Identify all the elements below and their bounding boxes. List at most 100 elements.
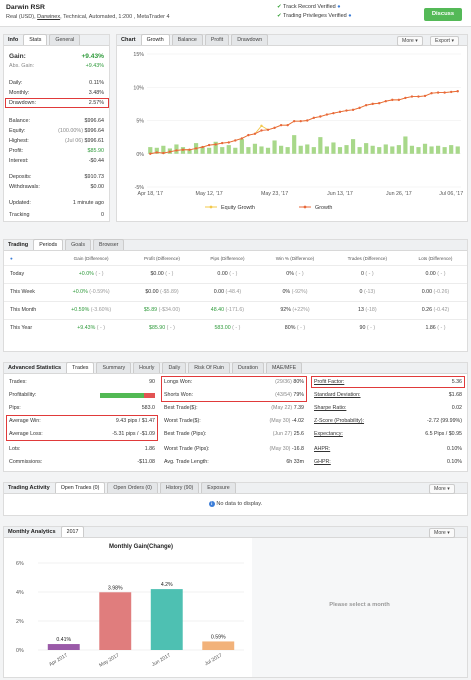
tab-goals[interactable]: Goals: [65, 239, 92, 250]
cell-difference: (-$34.00): [157, 307, 181, 313]
volume-bar: [213, 141, 218, 154]
cell-difference: ( - ): [363, 271, 374, 277]
cell-value: 0.26: [421, 307, 433, 313]
cell-difference: (+22%): [290, 307, 310, 313]
info-panel: Info Stats General Gain: +9.43% Abs. Gain…: [3, 34, 110, 222]
period-label: This Year: [4, 318, 54, 337]
volume-bar: [449, 145, 454, 154]
cell-value: 0.00: [425, 271, 436, 277]
tab-growth[interactable]: Growth: [140, 34, 170, 45]
tab-general[interactable]: General: [49, 34, 81, 45]
data-point: [175, 149, 178, 152]
help-icon[interactable]: ●: [337, 4, 341, 10]
stat-average-win: Average Win: 9.43 pips / $1.47: [9, 418, 155, 424]
cell-value: 0.00: [421, 289, 433, 295]
tab-browser[interactable]: Browser: [93, 239, 125, 250]
data-point: [358, 106, 361, 110]
y-tick-label: 4%: [16, 590, 24, 596]
discuss-button[interactable]: Discuss: [424, 8, 462, 21]
y-tick-label: 5%: [136, 119, 144, 125]
abs-gain-row: Abs. Gain: +9.43%: [9, 63, 104, 69]
tab-balance[interactable]: Balance: [171, 34, 203, 45]
tab-daily[interactable]: Daily: [162, 362, 187, 373]
tab-history[interactable]: History (90): [159, 482, 200, 493]
tab-open-orders[interactable]: Open Orders (0): [107, 482, 158, 493]
chart-more-button[interactable]: More ▾: [397, 36, 423, 46]
tab-profit[interactable]: Profit: [204, 34, 230, 45]
stat-expectancy: Expectancy: 6.5 Pips / $0.95: [314, 431, 462, 437]
monthly-row: Monthly: 3.48%: [9, 90, 104, 96]
tab-risk-of-ruin[interactable]: Risk Of Ruin: [188, 362, 230, 373]
profit-row: Profit: $85.90: [9, 148, 104, 154]
help-icon[interactable]: ●: [348, 13, 352, 19]
profit-factor-highlight: [311, 376, 465, 388]
data-point: [279, 123, 283, 127]
average-win-loss-highlight: [6, 415, 158, 441]
monthly-more-button[interactable]: More ▾: [429, 528, 455, 538]
growth-chart: 15% 10% 5% 0% -5%Apr 18, '17 May 12, '17 May 2…: [133, 52, 463, 211]
tab-trades[interactable]: Trades: [66, 362, 95, 373]
data-point: [194, 147, 198, 150]
tab-mae-mfe[interactable]: MAE/MFE: [266, 362, 303, 373]
tab-drawdown[interactable]: Drawdown: [231, 34, 269, 45]
data-point: [404, 96, 407, 100]
tab-hourly[interactable]: Hourly: [133, 362, 161, 373]
volume-bar: [200, 146, 205, 154]
data-point: [227, 141, 230, 144]
info-icon[interactable]: ●: [10, 256, 13, 262]
data-point: [430, 92, 433, 95]
gain-value: +9.43%: [81, 53, 104, 60]
stat-average-loss: Average Loss: -5.31 pips / -$1.09: [9, 431, 155, 437]
check-icon: ✔: [277, 4, 282, 10]
col-gain: Gain (Difference): [73, 256, 109, 262]
monthly-analytics-header: Monthly Analytics 2017: [4, 526, 467, 538]
cell-difference: (-$5.89): [158, 289, 179, 295]
cell-trades: 90 ( - ): [330, 318, 404, 337]
x-tick-label: Jul 06, '17: [439, 191, 463, 197]
account-title: Darwin RSR: [6, 4, 45, 11]
trading-periods-table: ● Gain (Difference) Profit (Difference) …: [4, 253, 467, 337]
data-point: [312, 116, 316, 120]
tab-summary[interactable]: Summary: [96, 362, 132, 373]
broker-link[interactable]: Darwinex: [37, 14, 61, 20]
volume-bar: [318, 137, 323, 154]
tab-periods[interactable]: Periods: [33, 239, 64, 250]
data-point: [234, 139, 237, 142]
drawdown-row: Drawdown: 2.57%: [9, 100, 104, 106]
volume-bar: [383, 144, 388, 154]
cell-gain: +0.59% (-3.60%): [54, 300, 129, 319]
chart-export-button[interactable]: Export ▾: [430, 36, 460, 46]
cell-difference: (-92%): [290, 289, 308, 295]
volume-bar: [350, 139, 356, 154]
data-point: [273, 126, 276, 130]
legend-label-equity: Equity Growth: [221, 205, 255, 211]
tab-exposure[interactable]: Exposure: [201, 482, 236, 493]
cell-profit: $0.00 (-$5.89): [128, 282, 196, 301]
table-header-row: ● Gain (Difference) Profit (Difference) …: [4, 253, 467, 265]
tab-stats[interactable]: Stats: [23, 34, 48, 45]
data-point: [423, 94, 427, 98]
data-point: [345, 109, 348, 112]
data-point: [286, 123, 289, 127]
trading-activity-header: Trading Activity Open Trades (0) Open Or…: [4, 482, 467, 494]
cell-pips: 0.00 ( - ): [195, 264, 260, 283]
stat-pips: Pips: 583.0: [9, 405, 155, 411]
tab-open-trades[interactable]: Open Trades (0): [54, 482, 106, 493]
chart-panel: Chart Growth Balance Profit Drawdown Mor…: [116, 34, 468, 222]
no-data-message: i No data to display.: [4, 501, 467, 507]
data-point: [207, 143, 211, 147]
tab-2017[interactable]: 2017: [60, 526, 85, 537]
data-point: [188, 148, 191, 151]
cell-value: $0.00: [145, 289, 159, 295]
tab-duration[interactable]: Duration: [231, 362, 264, 373]
activity-more-button[interactable]: More ▾: [429, 484, 455, 494]
volume-bar: [148, 147, 153, 154]
advanced-statistics-title: Advanced Statistics: [8, 365, 62, 371]
cell-value: 0%: [286, 271, 294, 277]
y-tick-label: 0%: [16, 648, 24, 654]
bar: [202, 641, 235, 650]
volume-bar: [272, 140, 277, 154]
volume-bar: [161, 145, 166, 154]
table-row: This Month +0.59% (-3.60%) $5.89 (-$34.00)…: [4, 300, 467, 319]
stat-shorts-won: Shorts Won: (43/54) 79%: [164, 392, 304, 398]
